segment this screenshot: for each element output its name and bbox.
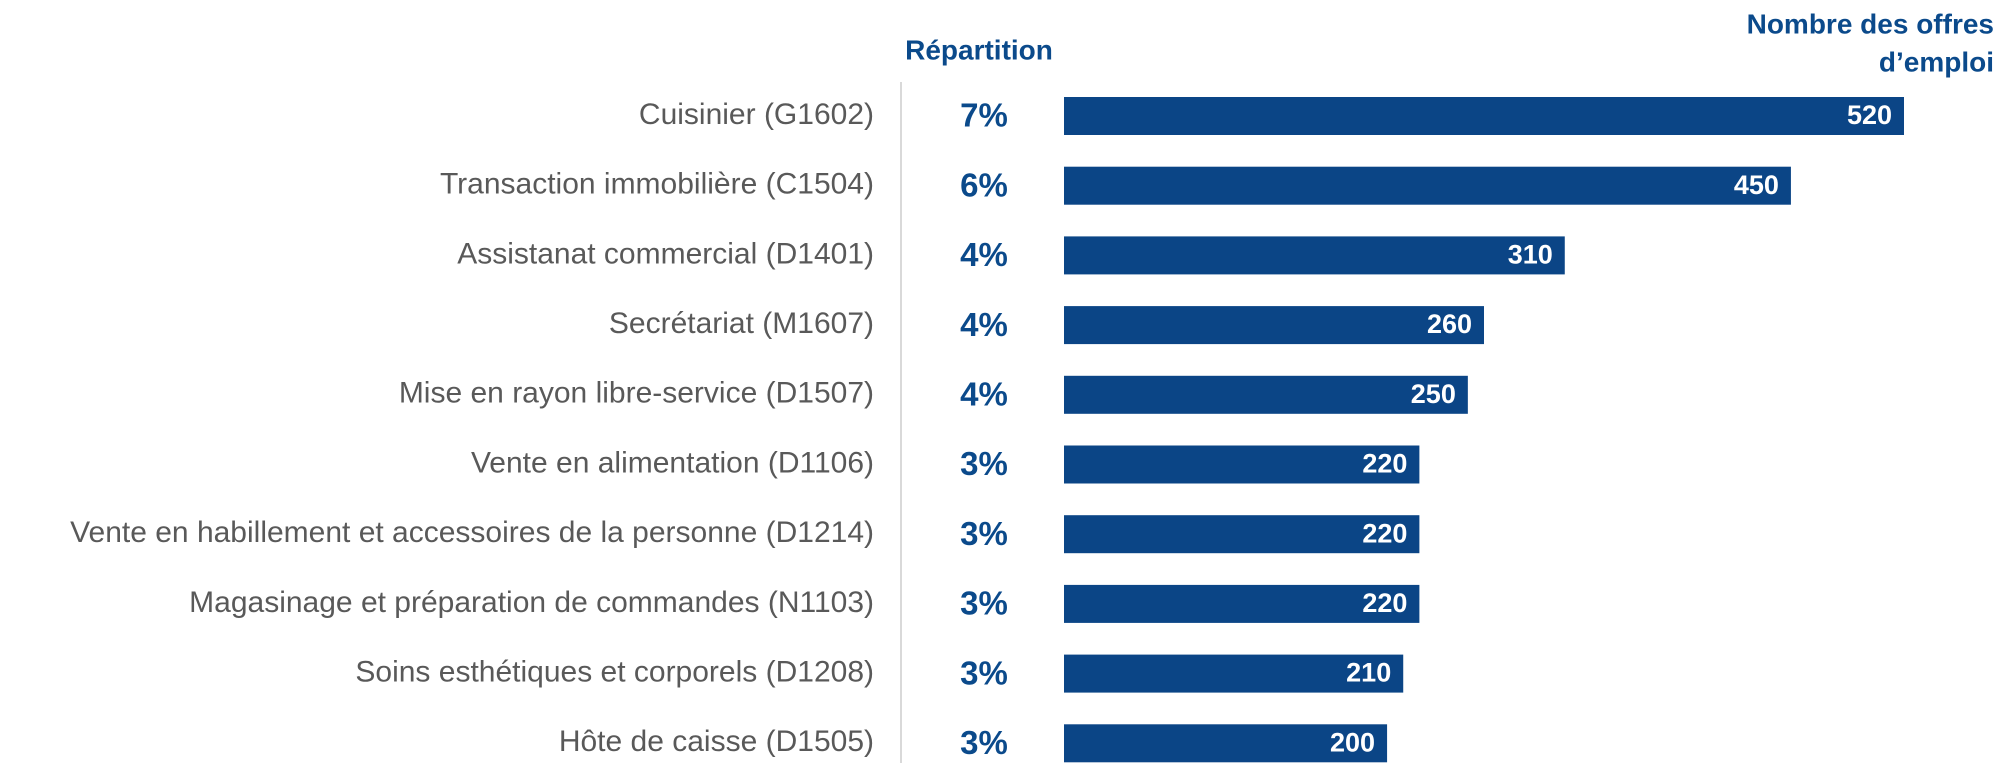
- category-label: Soins esthétiques et corporels (D1208): [355, 656, 874, 689]
- bar: [1064, 97, 1904, 135]
- value-header: d’emploi: [1879, 46, 1994, 77]
- category-label: Assistanat commercial (D1401): [457, 237, 874, 270]
- share-label: 4%: [960, 306, 1008, 343]
- category-label: Vente en habillement et accessoires de l…: [70, 516, 874, 549]
- category-label: Magasinage et préparation de commandes (…: [189, 586, 874, 619]
- category-label: Mise en rayon libre-service (D1507): [399, 377, 874, 410]
- share-label: 7%: [960, 97, 1008, 134]
- bar: [1064, 515, 1420, 554]
- share-label: 3%: [960, 585, 1008, 622]
- share-label: 3%: [960, 724, 1008, 761]
- share-label: 3%: [960, 445, 1008, 482]
- share-label: 6%: [960, 166, 1008, 203]
- category-label: Hôte de caisse (D1505): [559, 725, 874, 758]
- value-label: 220: [1362, 518, 1407, 548]
- share-label: 3%: [960, 654, 1008, 691]
- value-label: 220: [1362, 449, 1407, 479]
- bar: [1064, 236, 1565, 275]
- value-label: 220: [1362, 588, 1407, 618]
- value-label: 260: [1427, 309, 1472, 339]
- category-label: Transaction immobilière (C1504): [440, 168, 874, 201]
- value-header: Nombre des offres: [1747, 8, 1994, 39]
- value-label: 450: [1734, 170, 1779, 200]
- value-label: 200: [1330, 727, 1375, 757]
- value-label: 310: [1508, 240, 1553, 270]
- bar: [1064, 654, 1404, 693]
- bar: [1064, 724, 1388, 763]
- bar: [1064, 166, 1791, 205]
- value-label: 250: [1411, 379, 1456, 409]
- bar: [1064, 375, 1468, 414]
- bar: [1064, 306, 1484, 345]
- category-label: Cuisinier (G1602): [639, 98, 874, 131]
- share-header: Répartition: [905, 34, 1053, 65]
- value-label: 210: [1346, 658, 1391, 688]
- bar: [1064, 445, 1420, 484]
- share-label: 3%: [960, 515, 1008, 552]
- value-label: 520: [1847, 100, 1892, 130]
- category-label: Vente en alimentation (D1106): [471, 446, 874, 479]
- share-label: 4%: [960, 376, 1008, 413]
- share-label: 4%: [960, 236, 1008, 273]
- category-label: Secrétariat (M1607): [609, 307, 874, 340]
- bar: [1064, 584, 1420, 623]
